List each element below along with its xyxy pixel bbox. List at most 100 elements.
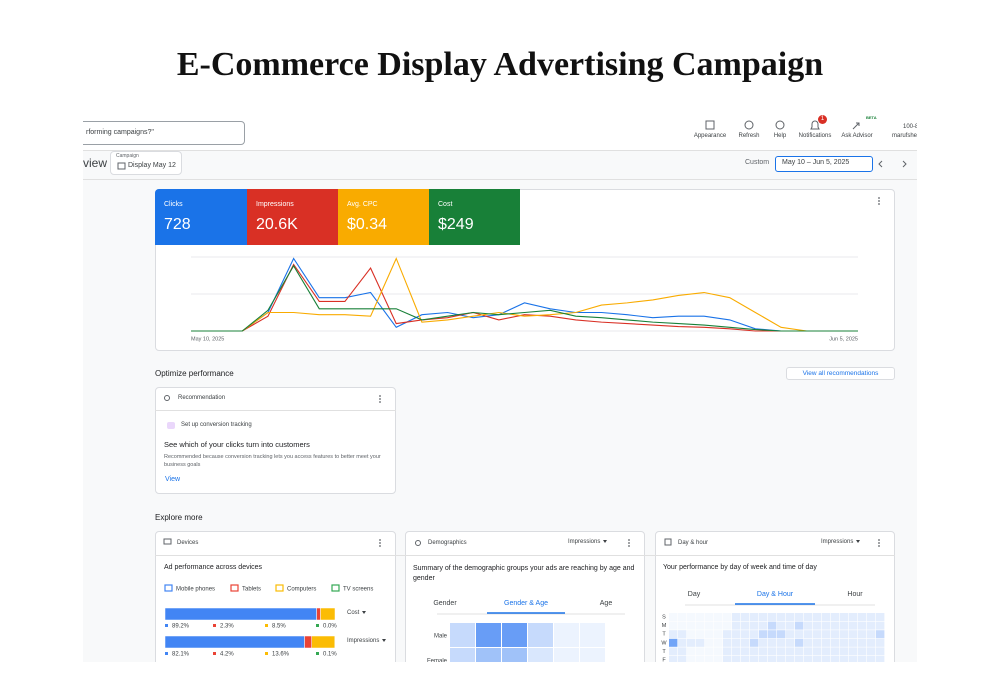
heat-cell — [678, 647, 687, 656]
account-id: 100-8 — [903, 124, 917, 130]
heat-cell — [786, 613, 795, 621]
heat-cell — [795, 647, 804, 656]
heat-cell — [705, 656, 714, 662]
heat-cell — [741, 621, 750, 630]
metric-tile[interactable]: Cost $249 — [429, 189, 520, 245]
recommendations-button[interactable] — [786, 367, 895, 380]
tab: Gender & Age — [504, 600, 548, 607]
heat-cell — [696, 638, 705, 647]
heat-cell — [849, 630, 858, 639]
label-swatch — [165, 652, 168, 655]
heat-cell — [714, 638, 723, 647]
device-value-label: 13.6% — [272, 652, 290, 658]
heat-cell — [723, 638, 732, 647]
metric-name: Impressions — [256, 201, 294, 208]
action-label[interactable]: Ask Advisor — [841, 133, 873, 139]
dropdown-arrow — [362, 610, 367, 614]
nav-arrows[interactable] — [878, 160, 907, 168]
metric-dropdown[interactable]: Impressions — [568, 539, 608, 545]
heat-cell — [732, 638, 741, 647]
heat-cell — [804, 613, 813, 621]
heat-cell — [813, 647, 822, 656]
recommendation-cta[interactable]: View — [165, 476, 181, 483]
heat-cell — [750, 630, 759, 639]
metric-dropdown[interactable]: Impressions — [821, 539, 861, 545]
recommendations-link: View all recommendations — [802, 370, 879, 377]
heat-cell — [840, 638, 849, 647]
heat-cell — [768, 630, 777, 639]
card-heading: Your performance by day of week and time… — [663, 564, 817, 571]
heat-cell — [714, 621, 723, 630]
dropdown-text: Cost — [347, 610, 360, 616]
divider — [155, 410, 396, 411]
day-label: T — [662, 649, 666, 655]
heat-cell — [669, 647, 678, 656]
device-value-label: 0.0% — [323, 624, 337, 630]
heat-cell — [678, 656, 687, 662]
heat-cell — [768, 613, 777, 621]
legend-swatch — [164, 584, 173, 592]
heat-cell — [849, 638, 858, 647]
dropdown-arrow — [856, 539, 861, 543]
heat-cell — [705, 613, 714, 621]
heat-cell — [687, 656, 696, 662]
heat-cell — [786, 630, 795, 639]
heat-cell — [858, 630, 867, 639]
action-label[interactable]: Refresh — [738, 133, 760, 139]
heat-cell — [696, 656, 705, 662]
heat-cell — [858, 638, 867, 647]
series-line — [191, 264, 858, 332]
heat-cell — [777, 647, 786, 656]
x-tick-label: May 10, 2025 — [191, 336, 224, 342]
heat-cell — [795, 656, 804, 662]
heat-cell — [849, 621, 858, 630]
heat-cell — [822, 621, 831, 630]
date-picker[interactable] — [775, 156, 873, 172]
heat-cell — [813, 613, 822, 621]
label-swatch — [265, 624, 268, 627]
action-label[interactable]: Appearance — [693, 133, 727, 139]
heat-cell — [813, 638, 822, 647]
search-text: rforming campaigns?" — [86, 129, 154, 136]
heat-cell — [476, 623, 501, 647]
section-heading: Optimize performance — [155, 369, 234, 378]
heat-cell — [732, 613, 741, 621]
advisor-icon — [852, 122, 860, 130]
heat-cell — [768, 621, 777, 630]
heat-cell — [669, 656, 678, 662]
metric-dropdown[interactable]: Cost — [347, 610, 367, 616]
heat-cell — [696, 621, 705, 630]
action-label[interactable]: Notifications — [798, 133, 832, 139]
device-bar-segment — [316, 607, 321, 621]
dropdown-arrow — [603, 539, 608, 543]
heat-cell — [696, 613, 705, 621]
metric-tile[interactable]: Clicks 728 — [155, 189, 247, 245]
card-label: Devices — [177, 540, 199, 546]
heat-cell — [831, 647, 840, 656]
legend-label: TV screens — [343, 587, 373, 593]
heat-cell — [705, 647, 714, 656]
action-label[interactable]: Help — [773, 133, 787, 139]
graphics-layer: May 10, 2025 Jun 5, 2025 Mobile phones Tabl… — [117, 120, 907, 662]
heat-cell — [580, 648, 605, 662]
chart-grid — [191, 256, 858, 332]
heat-cell — [831, 613, 840, 621]
row-label: Male — [434, 634, 448, 640]
campaign-label: Campaign — [116, 153, 139, 159]
search-box[interactable] — [83, 121, 245, 145]
heat-cell — [669, 613, 678, 621]
heat-cell — [687, 613, 696, 621]
card-label: Day & hour — [678, 540, 709, 546]
metric-dropdown[interactable]: Impressions — [347, 638, 387, 644]
heat-cell — [723, 613, 732, 621]
heat-cell — [678, 630, 687, 639]
metric-tile[interactable]: Avg. CPC $0.34 — [338, 189, 429, 245]
heat-cell — [831, 630, 840, 639]
device-value-label: 82.1% — [172, 652, 190, 658]
day-label: T — [662, 632, 666, 638]
heat-cell — [822, 613, 831, 621]
heat-cell — [822, 638, 831, 647]
menus[interactable] — [379, 197, 880, 547]
day-label: S — [662, 614, 666, 620]
metric-tile[interactable]: Impressions 20.6K — [247, 189, 338, 245]
